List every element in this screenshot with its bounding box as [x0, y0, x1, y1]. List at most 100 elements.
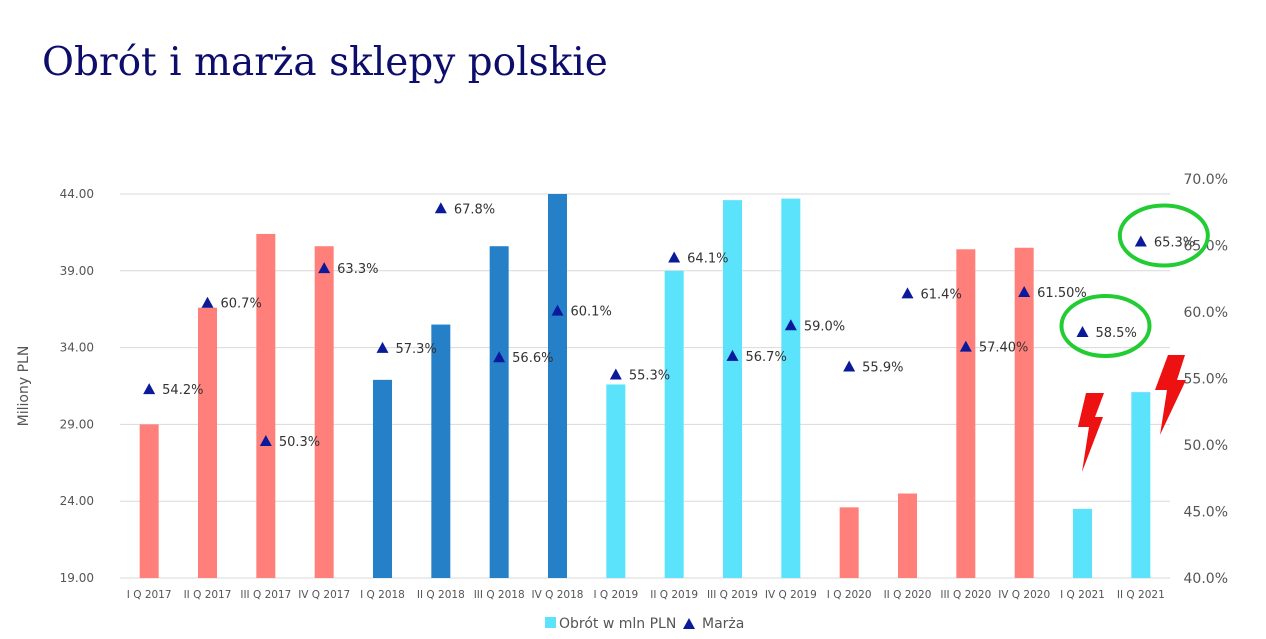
y-tick-label: 19.00 — [60, 571, 94, 585]
data-label: 63.3% — [337, 262, 378, 277]
bar — [314, 246, 334, 578]
data-label: 55.3% — [629, 369, 670, 384]
annotations — [1059, 203, 1210, 472]
y-tick-label: 34.00 — [60, 341, 94, 355]
y-tick-label: 24.00 — [60, 494, 94, 508]
data-label: 50.3% — [279, 435, 320, 450]
y2-tick-label: 55.0% — [1184, 372, 1228, 388]
marker-triangle — [1018, 286, 1031, 298]
marker-triangle — [551, 304, 564, 316]
page-title: Obrót i marża sklepy polskie — [42, 40, 608, 85]
y2-tick-label: 50.0% — [1184, 438, 1228, 454]
y2-tick-label: 60.0% — [1184, 305, 1228, 321]
gridlines — [120, 193, 1170, 579]
legend-swatch-triangle — [683, 618, 695, 629]
y-axis-title: Miliony PLN — [16, 346, 32, 427]
x-tick-label: II Q 2020 — [884, 589, 932, 601]
marker-triangle — [726, 349, 739, 361]
legend: Obrót w mln PLN Marża — [545, 616, 744, 632]
x-tick-label: II Q 2019 — [650, 589, 698, 601]
bar — [781, 198, 801, 578]
x-tick-label: I Q 2017 — [127, 589, 172, 601]
marker-triangle — [843, 360, 856, 372]
lightning-icon — [1155, 355, 1186, 435]
data-label: 64.1% — [687, 251, 728, 266]
marker-triangle — [1134, 235, 1147, 247]
bar — [664, 270, 684, 578]
bar — [1073, 508, 1092, 578]
x-tick-label: I Q 2020 — [827, 589, 872, 601]
data-label: 60.1% — [571, 305, 612, 320]
marker-triangle — [376, 341, 389, 353]
data-label: 55.9% — [862, 361, 903, 376]
marker-triangle — [493, 351, 506, 363]
marker-triangle — [1076, 325, 1089, 337]
data-label: 56.6% — [512, 351, 553, 366]
bar — [198, 307, 217, 578]
bar — [839, 507, 859, 578]
marker-triangle — [901, 287, 914, 299]
marker-triangle — [259, 435, 272, 447]
marker-triangle — [201, 296, 214, 308]
bar — [548, 194, 567, 578]
y2-tick-label: 45.0% — [1184, 505, 1228, 521]
y2-tick-label: 70.0% — [1184, 172, 1228, 188]
data-label: 60.7% — [221, 297, 262, 312]
bar — [256, 233, 276, 578]
x-tick-label: III Q 2017 — [240, 589, 291, 601]
bar — [139, 424, 159, 578]
data-label: 61.4% — [921, 287, 962, 302]
data-label: 67.8% — [454, 202, 495, 217]
bar — [956, 249, 976, 578]
data-label: 61.50% — [1037, 286, 1087, 301]
x-tick-label: I Q 2021 — [1060, 589, 1105, 601]
x-tick-label: I Q 2019 — [593, 589, 638, 601]
x-tick-label: IV Q 2018 — [532, 589, 584, 601]
data-label: 54.2% — [162, 383, 203, 398]
data-label: 59.0% — [804, 319, 845, 334]
data-label: 58.5% — [1096, 326, 1137, 341]
data-label: 57.3% — [396, 342, 437, 357]
highlight-circle — [1117, 203, 1210, 268]
bar — [1131, 392, 1151, 578]
x-tick-label: II Q 2017 — [184, 589, 232, 601]
x-tick-label: IV Q 2020 — [998, 589, 1050, 601]
marker-triangle — [318, 262, 331, 274]
y2-tick-label: 40.0% — [1184, 571, 1228, 587]
bar — [606, 384, 626, 578]
marker-triangle — [143, 383, 156, 395]
x-tick-label: III Q 2018 — [474, 589, 525, 601]
x-tick-label: III Q 2020 — [940, 589, 991, 601]
bar — [1014, 247, 1034, 578]
data-label: 65.3% — [1154, 236, 1195, 251]
y-tick-label: 44.00 — [60, 187, 94, 201]
data-label: 56.7% — [746, 350, 787, 365]
bar — [431, 324, 451, 578]
margin-markers — [143, 202, 1147, 447]
axes: 19.00 24.00 29.00 34.00 39.00 44.00 40.0% 45.0%… — [16, 172, 1228, 601]
marker-triangle — [609, 368, 622, 380]
bar — [723, 200, 742, 579]
x-tick-label: IV Q 2017 — [298, 589, 350, 601]
lightning-icon — [1078, 393, 1104, 472]
marker-triangle — [959, 340, 972, 352]
legend-label: Obrót w mln PLN — [559, 616, 676, 632]
data-label: 57.40% — [979, 341, 1029, 356]
bars — [139, 194, 1151, 579]
bar — [373, 379, 392, 578]
data-labels: 54.2% 60.7% 50.3% 63.3% 57.3% 67.8% 56.6% 60.1%… — [162, 202, 1195, 450]
y-tick-label: 29.00 — [60, 417, 94, 431]
x-tick-label: II Q 2021 — [1117, 589, 1165, 601]
marker-triangle — [434, 202, 447, 214]
bar — [898, 493, 917, 578]
bar — [489, 246, 509, 578]
legend-label: Marża — [702, 616, 744, 632]
x-tick-label: II Q 2018 — [417, 589, 465, 601]
x-tick-label: IV Q 2019 — [765, 589, 817, 601]
highlight-circle — [1059, 293, 1152, 358]
legend-swatch-bar — [545, 617, 556, 628]
y-tick-label: 39.00 — [60, 264, 94, 278]
marker-triangle — [784, 319, 797, 331]
marker-triangle — [668, 251, 681, 263]
